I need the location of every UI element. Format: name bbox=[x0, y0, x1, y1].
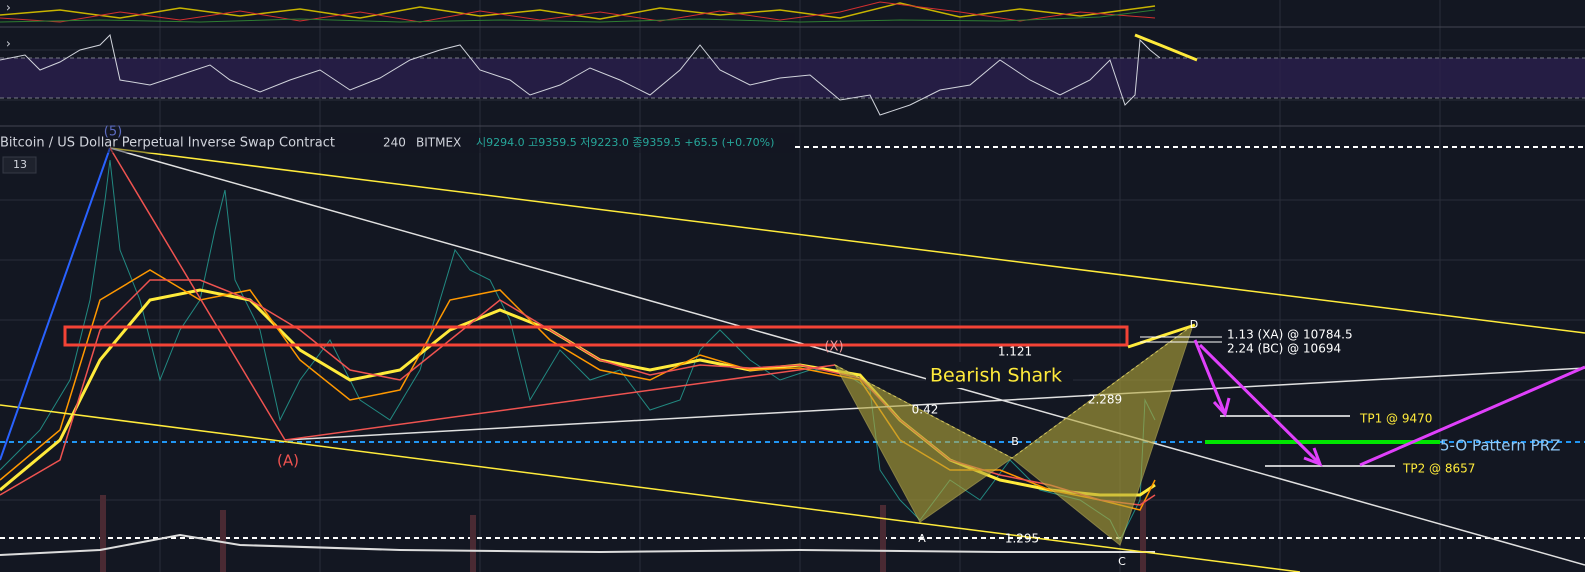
indicator-line bbox=[0, 1, 1156, 23]
ohlc: 시9294.0 고9359.5 저9223.0 종9359.5 +65.5 (+… bbox=[476, 136, 774, 149]
header-bg bbox=[0, 133, 795, 153]
rsi-line bbox=[0, 34, 1161, 116]
drawing-line bbox=[1127, 323, 1196, 349]
wave-line bbox=[0, 147, 111, 461]
trend-line bbox=[109, 147, 1585, 334]
trend-line bbox=[0, 404, 1301, 572]
pane-counter-box[interactable] bbox=[2, 156, 37, 174]
collapse-toggle[interactable]: › bbox=[6, 1, 11, 15]
drawing-line bbox=[1134, 33, 1198, 62]
target-label: 2.24 (BC) @ 10694 bbox=[1227, 342, 1341, 356]
resistance-zone bbox=[63, 325, 1129, 347]
prz-label: 5-O Pattern PRZ bbox=[1440, 437, 1560, 455]
interval: 240 bbox=[383, 136, 406, 150]
pattern-name-bg bbox=[926, 362, 1073, 388]
point-label: B bbox=[1011, 435, 1019, 448]
ratio-label: 1.295 bbox=[1005, 532, 1039, 546]
moving-average bbox=[0, 269, 1156, 511]
wave-label: (A) bbox=[277, 452, 299, 470]
exchange: BITMEX bbox=[416, 136, 461, 150]
harmonic-leg bbox=[834, 324, 1194, 459]
volume bbox=[100, 495, 1146, 572]
ratio-label: 2.289 bbox=[1088, 393, 1122, 407]
target-label: TP1 @ 9470 bbox=[1359, 412, 1432, 426]
point-label: C bbox=[1118, 555, 1126, 568]
moving-average bbox=[0, 279, 1156, 506]
ratio-label: 0.42 bbox=[912, 403, 939, 417]
point-label: A bbox=[918, 532, 926, 545]
volume-ma bbox=[0, 533, 1155, 556]
trend-line bbox=[284, 367, 1585, 441]
wave-label: (5) bbox=[104, 125, 122, 140]
symbol: Bitcoin / US Dollar Perpetual Inverse Sw… bbox=[0, 136, 335, 151]
indicator-line bbox=[0, 9, 1156, 23]
target-label: 1.13 (XA) @ 10784.5 bbox=[1227, 328, 1353, 342]
rsi-band bbox=[0, 58, 1585, 98]
wave-label: (X) bbox=[824, 340, 843, 355]
harmonic-triangle bbox=[833, 363, 1013, 523]
trend-line bbox=[109, 147, 1585, 566]
ratio-label: 1.121 bbox=[998, 345, 1032, 359]
point-label: D bbox=[1190, 318, 1198, 331]
pane-counter: 13 bbox=[13, 158, 27, 171]
indicator-line bbox=[0, 2, 1156, 20]
wave-line bbox=[109, 147, 836, 441]
target-label: TP2 @ 8657 bbox=[1402, 462, 1475, 476]
pattern-name: Bearish Shark bbox=[930, 365, 1062, 387]
arrows bbox=[1193, 339, 1585, 467]
collapse-toggle[interactable]: › bbox=[6, 37, 11, 51]
